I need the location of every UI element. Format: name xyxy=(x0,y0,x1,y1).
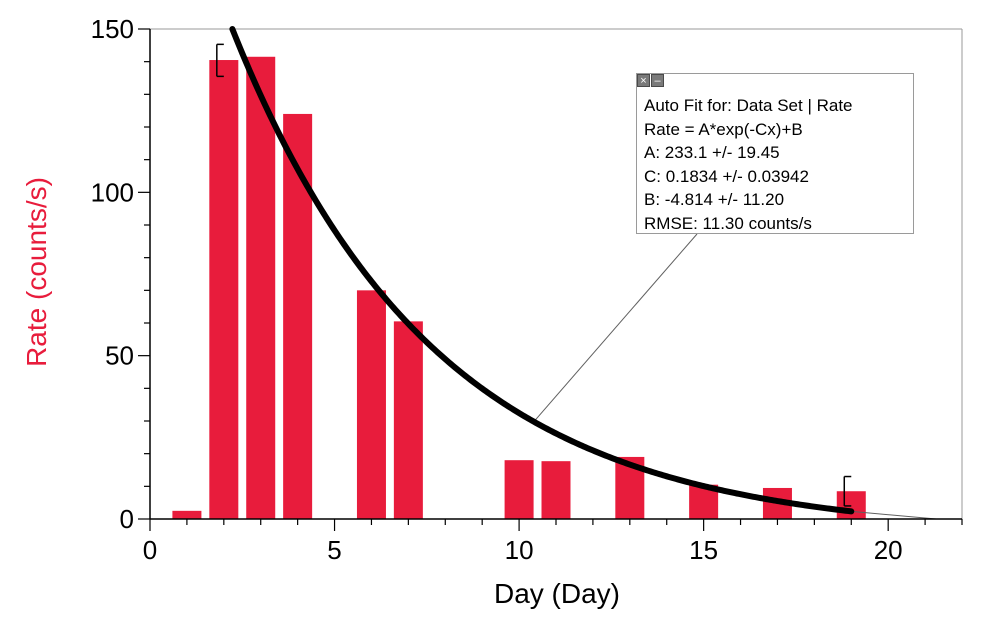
x-axis-label: Day (Day) xyxy=(494,578,620,609)
bar-day-19 xyxy=(836,491,866,519)
error-bar-day-2 xyxy=(216,43,224,78)
x-tick-label-10: 10 xyxy=(505,535,534,565)
close-icon[interactable]: × xyxy=(637,74,650,87)
bars-group xyxy=(172,56,866,520)
bar-day-11 xyxy=(541,461,571,519)
annotation-leader xyxy=(533,233,698,422)
y-tick-label-0: 0 xyxy=(120,504,134,534)
fit-param-b: B: -4.814 +/- 11.20 xyxy=(644,190,785,210)
bar-day-6 xyxy=(356,290,386,519)
x-tick-label-0: 0 xyxy=(143,535,157,565)
bar-day-1 xyxy=(172,510,202,519)
bar-day-2 xyxy=(209,60,239,520)
y-tick-label-50: 50 xyxy=(105,341,134,371)
x-axis: 0 5 10 15 20 xyxy=(143,518,963,565)
fit-param-c: C: 0.1834 +/- 0.03942 xyxy=(644,166,809,186)
curve-extension-line xyxy=(851,510,937,520)
y-axis: 0 50 100 150 xyxy=(91,14,151,534)
fit-curve-group xyxy=(229,26,855,515)
fit-title: Auto Fit for: Data Set | Rate xyxy=(644,96,853,115)
x-tick-label-5: 5 xyxy=(327,535,341,565)
fit-param-a: A: 233.1 +/- 19.45 xyxy=(644,143,780,163)
y-axis-label: Rate (counts/s) xyxy=(21,177,52,367)
bar-day-3 xyxy=(246,56,276,520)
y-tick-label-150: 150 xyxy=(91,14,134,44)
plot-frame xyxy=(150,28,963,519)
annotation-leader-group xyxy=(533,233,937,520)
error-bar-day-19 xyxy=(843,475,852,507)
y-tick-label-100: 100 xyxy=(91,177,134,207)
x-tick-label-20: 20 xyxy=(874,535,903,565)
fit-rmse: RMSE: 11.30 counts/s xyxy=(644,213,812,233)
minimize-icon[interactable]: – xyxy=(651,74,664,87)
x-tick-label-15: 15 xyxy=(689,535,718,565)
fit-curve xyxy=(229,26,855,515)
auto-fit-annotation[interactable]: × – Auto Fit for: Data Set | Rate Rate =… xyxy=(636,73,914,234)
error-bars-group xyxy=(216,43,852,507)
bar-day-7 xyxy=(393,321,423,519)
bar-day-10 xyxy=(504,460,534,519)
fit-equation: Rate = A*exp(-Cx)+B xyxy=(644,119,803,139)
